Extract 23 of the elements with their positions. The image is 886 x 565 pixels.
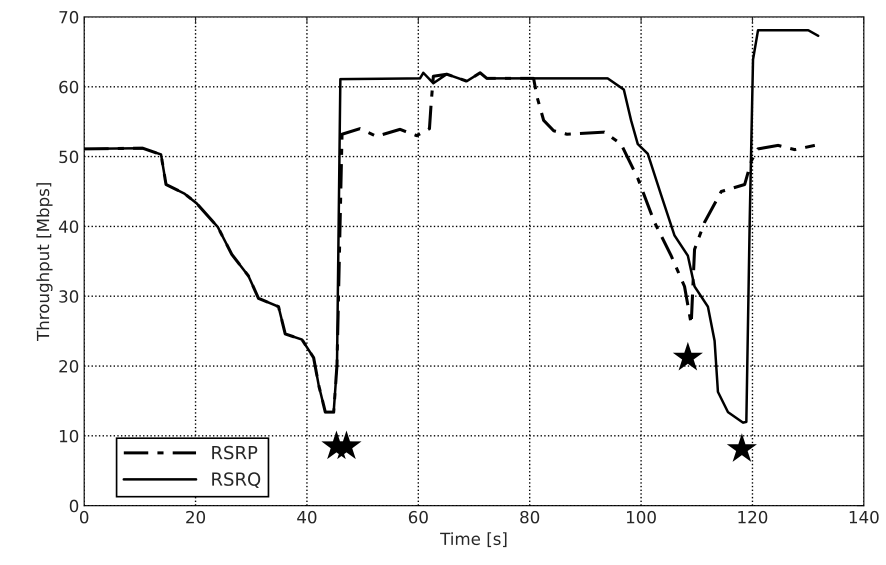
x-tick-label: 120 <box>738 510 768 524</box>
y-tick-label: 10 <box>60 430 78 442</box>
point <box>331 430 362 460</box>
point <box>672 342 703 370</box>
y-tick-label: 60 <box>59 80 78 94</box>
x-axis-title: Time [s] <box>440 532 506 548</box>
x-tick-label: 20 <box>186 510 206 524</box>
y-axis-title: Throughput [Mbps] <box>36 183 53 342</box>
y-tick-label: 40 <box>58 220 78 233</box>
y-tick-label: 50 <box>59 150 78 164</box>
x-tick-label: 140 <box>850 510 879 524</box>
x-tick-label: 0 <box>80 510 88 524</box>
y-tick-label: 70 <box>59 10 78 24</box>
legend-label: RSRP <box>212 446 258 460</box>
x-tick-label: 40 <box>297 510 316 524</box>
x-tick-label: 80 <box>520 510 540 524</box>
x-tick-label: 60 <box>408 510 428 524</box>
y-tick-label: 0 <box>70 500 78 512</box>
x-tick-label: 100 <box>627 510 656 524</box>
y-tick-label: 20 <box>59 360 78 373</box>
point <box>726 433 757 462</box>
y-tick-label: 30 <box>59 290 78 303</box>
legend-label: RSRQ <box>212 472 260 488</box>
